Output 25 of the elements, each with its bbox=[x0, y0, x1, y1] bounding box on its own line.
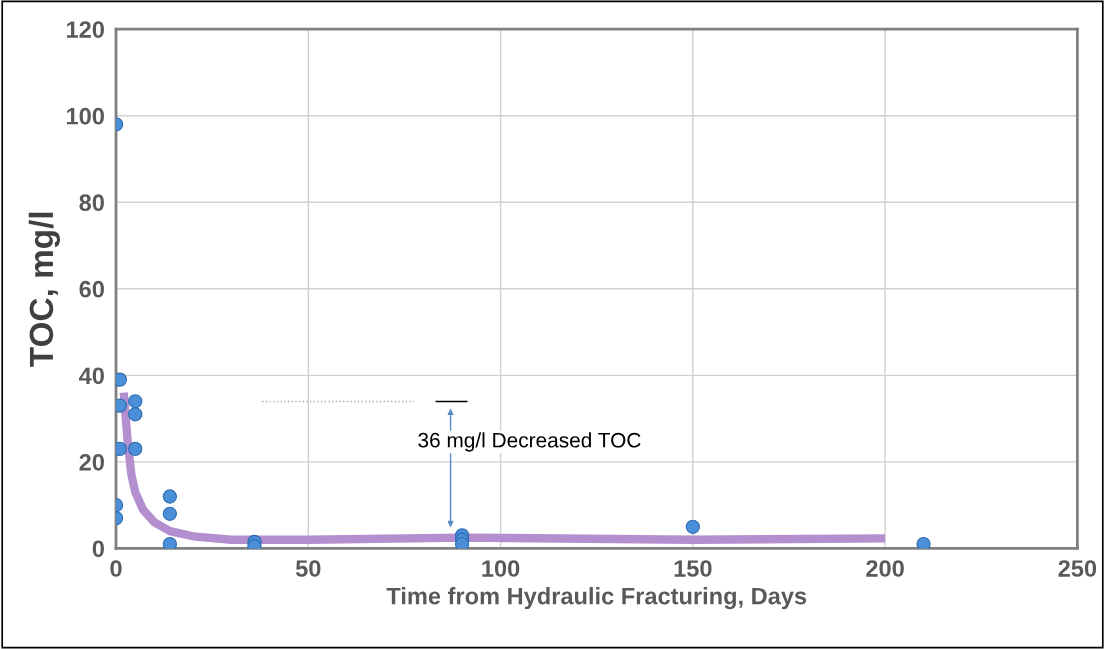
x-tick-label: 200 bbox=[866, 560, 904, 577]
y-tick-label: 80 bbox=[79, 194, 104, 212]
point bbox=[162, 506, 178, 521]
point bbox=[128, 407, 143, 422]
x-tick-label: 150 bbox=[674, 560, 712, 577]
y-tick-label: 0 bbox=[92, 540, 104, 558]
x-axis-title: Time from Hydraulic Fracturing, Days bbox=[386, 587, 807, 610]
y-tick-label: 20 bbox=[79, 453, 104, 471]
point bbox=[162, 489, 178, 504]
y-tick-label: 40 bbox=[79, 367, 104, 385]
point bbox=[162, 536, 178, 549]
annotation: 36 mg/l Decreased TOC bbox=[418, 432, 641, 452]
y-axis-title: TOC, mg/l bbox=[28, 212, 60, 367]
point bbox=[128, 394, 143, 409]
point bbox=[685, 519, 700, 534]
x-tick-label: 250 bbox=[1058, 560, 1097, 577]
point bbox=[128, 441, 143, 457]
x-tick-label: 0 bbox=[110, 560, 122, 577]
y-tick-label: 100 bbox=[67, 107, 104, 125]
point bbox=[454, 536, 470, 549]
x-tick-label: 50 bbox=[295, 560, 321, 577]
y-tick-label: 120 bbox=[67, 21, 104, 38]
point bbox=[916, 536, 931, 549]
x-tick-label: 100 bbox=[482, 560, 520, 577]
y-tick-label: 60 bbox=[79, 280, 104, 298]
